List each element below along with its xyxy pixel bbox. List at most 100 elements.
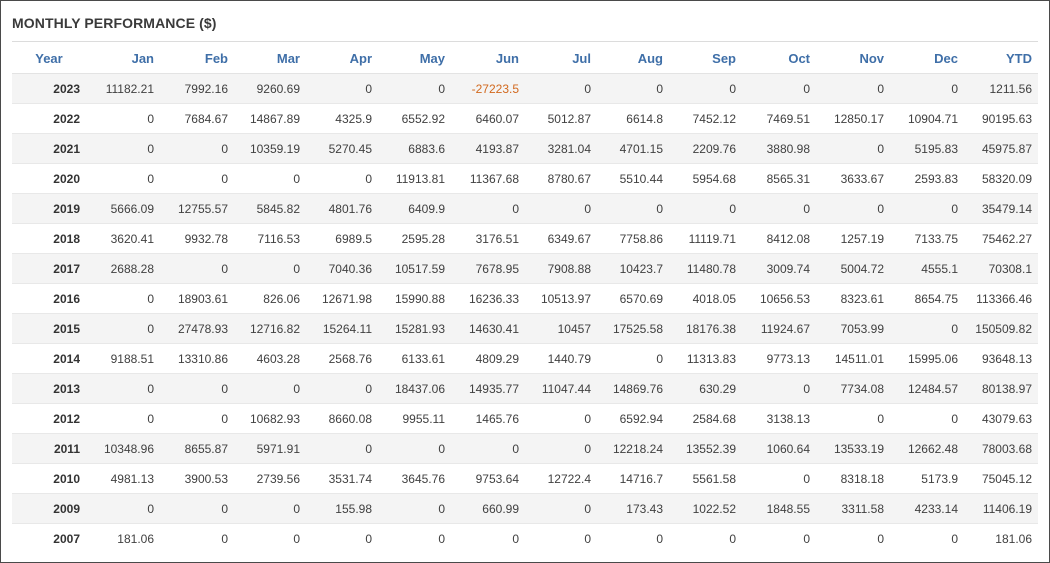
value-cell: 10656.53 xyxy=(742,283,816,314)
value-cell: 0 xyxy=(378,523,451,553)
value-cell: 5004.72 xyxy=(816,253,890,284)
year-cell: 2019 xyxy=(12,193,86,224)
value-cell: 11119.71 xyxy=(669,223,742,254)
value-cell: 7684.67 xyxy=(160,103,234,134)
table-row: 2019 5666.09 12755.57 5845.82 4801.76 6409.9 0… xyxy=(12,193,1038,224)
table-row: 2022 0 7684.67 14867.89 4325.9 6552.92 6460.07… xyxy=(12,103,1038,134)
value-cell: 15990.88 xyxy=(378,283,451,314)
table-row: 2016 0 18903.61 826.06 12671.98 15990.88 16236… xyxy=(12,283,1038,314)
value-cell: 0 xyxy=(451,523,525,553)
value-cell: 11182.21 xyxy=(86,73,160,104)
value-cell: 11367.68 xyxy=(451,163,525,194)
value-cell: 5510.44 xyxy=(597,163,669,194)
year-cell: 2009 xyxy=(12,493,86,524)
value-cell: 75045.12 xyxy=(964,463,1038,494)
value-cell: 10457 xyxy=(525,313,597,344)
value-cell: 2739.56 xyxy=(234,463,306,494)
value-cell: 10682.93 xyxy=(234,403,306,434)
value-cell: -27223.5 xyxy=(451,73,525,104)
column-header-jul: Jul xyxy=(525,44,597,74)
value-cell: 3900.53 xyxy=(160,463,234,494)
year-cell: 2018 xyxy=(12,223,86,254)
value-cell: 6409.9 xyxy=(378,193,451,224)
value-cell: 3311.58 xyxy=(816,493,890,524)
value-cell: 4555.1 xyxy=(890,253,964,284)
value-cell: 0 xyxy=(742,373,816,404)
value-cell: 5954.68 xyxy=(669,163,742,194)
value-cell: 12671.98 xyxy=(306,283,378,314)
value-cell: 13552.39 xyxy=(669,433,742,464)
value-cell: 630.29 xyxy=(669,373,742,404)
value-cell: 3633.67 xyxy=(816,163,890,194)
column-header-jun: Jun xyxy=(451,44,525,74)
value-cell: 75462.27 xyxy=(964,223,1038,254)
value-cell: 3176.51 xyxy=(451,223,525,254)
value-cell: 11406.19 xyxy=(964,493,1038,524)
value-cell: 0 xyxy=(890,73,964,104)
value-cell: 173.43 xyxy=(597,493,669,524)
value-cell: 93648.13 xyxy=(964,343,1038,374)
value-cell: 2595.28 xyxy=(378,223,451,254)
value-cell: 12484.57 xyxy=(890,373,964,404)
value-cell: 1022.52 xyxy=(669,493,742,524)
table-row: 2018 3620.41 9932.78 7116.53 6989.5 2595.28 31… xyxy=(12,223,1038,254)
value-cell: 12716.82 xyxy=(234,313,306,344)
value-cell: 8565.31 xyxy=(742,163,816,194)
value-cell: 3620.41 xyxy=(86,223,160,254)
value-cell: 14716.7 xyxy=(597,463,669,494)
value-cell: 12850.17 xyxy=(816,103,890,134)
value-cell: 70308.1 xyxy=(964,253,1038,284)
value-cell: 0 xyxy=(160,493,234,524)
value-cell: 35479.14 xyxy=(964,193,1038,224)
value-cell: 8660.08 xyxy=(306,403,378,434)
value-cell: 11313.83 xyxy=(669,343,742,374)
value-cell: 6592.94 xyxy=(597,403,669,434)
value-cell: 0 xyxy=(525,403,597,434)
value-cell: 113366.46 xyxy=(964,283,1038,314)
value-cell: 4233.14 xyxy=(890,493,964,524)
column-header-apr: Apr xyxy=(306,44,378,74)
table-row: 2007 181.06 0 0 0 0 0 0 0 0 0 0 0 181.06 xyxy=(12,523,1038,553)
value-cell: 0 xyxy=(86,133,160,164)
value-cell: 0 xyxy=(816,73,890,104)
value-cell: 0 xyxy=(742,193,816,224)
value-cell: 4809.29 xyxy=(451,343,525,374)
table-row: 2015 0 27478.93 12716.82 15264.11 15281.93 146… xyxy=(12,313,1038,344)
value-cell: 10517.59 xyxy=(378,253,451,284)
value-cell: 5270.45 xyxy=(306,133,378,164)
value-cell: 14630.41 xyxy=(451,313,525,344)
value-cell: 78003.68 xyxy=(964,433,1038,464)
value-cell: 14867.89 xyxy=(234,103,306,134)
value-cell: 45975.87 xyxy=(964,133,1038,164)
value-cell: 17525.58 xyxy=(597,313,669,344)
value-cell: 0 xyxy=(525,493,597,524)
column-header-year: Year xyxy=(12,44,86,74)
value-cell: 43079.63 xyxy=(964,403,1038,434)
column-header-ytd: YTD xyxy=(964,44,1038,74)
value-cell: 27478.93 xyxy=(160,313,234,344)
value-cell: 0 xyxy=(234,493,306,524)
value-cell: 0 xyxy=(86,103,160,134)
table-body: 2023 11182.21 7992.16 9260.69 0 0 -27223.5 0 0 0 0… xyxy=(12,73,1038,553)
value-cell: 0 xyxy=(816,403,890,434)
value-cell: 9955.11 xyxy=(378,403,451,434)
value-cell: 0 xyxy=(597,523,669,553)
value-cell: 3880.98 xyxy=(742,133,816,164)
table-row: 2021 0 0 10359.19 5270.45 6883.6 4193.87 3281.0… xyxy=(12,133,1038,164)
value-cell: 9753.64 xyxy=(451,463,525,494)
value-cell: 14935.77 xyxy=(451,373,525,404)
value-cell: 0 xyxy=(597,193,669,224)
value-cell: 3281.04 xyxy=(525,133,597,164)
value-cell: 0 xyxy=(234,523,306,553)
column-header-may: May xyxy=(378,44,451,74)
value-cell: 7053.99 xyxy=(816,313,890,344)
value-cell: 0 xyxy=(234,253,306,284)
value-cell: 2593.83 xyxy=(890,163,964,194)
value-cell: 8654.75 xyxy=(890,283,964,314)
value-cell: 1257.19 xyxy=(816,223,890,254)
value-cell: 9260.69 xyxy=(234,73,306,104)
value-cell: 660.99 xyxy=(451,493,525,524)
title-divider xyxy=(12,41,1038,42)
value-cell: 0 xyxy=(742,523,816,553)
value-cell: 18903.61 xyxy=(160,283,234,314)
